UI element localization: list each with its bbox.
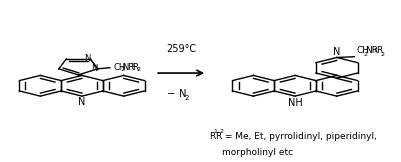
Text: CH: CH (113, 63, 126, 72)
Text: NH: NH (287, 98, 302, 108)
Text: R: R (375, 46, 381, 55)
Text: 2: 2 (380, 52, 383, 57)
Text: 1: 1 (213, 129, 217, 134)
Text: R: R (132, 63, 138, 72)
Text: 2: 2 (363, 52, 367, 57)
Text: R: R (215, 132, 221, 141)
Text: 2: 2 (137, 67, 141, 72)
Text: 1: 1 (373, 48, 377, 52)
Text: 2: 2 (184, 95, 188, 101)
Text: = Me, Et, pyrrolidinyl, piperidinyl,: = Me, Et, pyrrolidinyl, piperidinyl, (221, 132, 376, 141)
Text: 2: 2 (120, 67, 124, 72)
Text: NR: NR (122, 63, 134, 72)
Text: morpholinyl etc: morpholinyl etc (221, 148, 292, 157)
Text: N: N (84, 54, 90, 64)
Text: 2: 2 (219, 129, 223, 134)
Text: NR: NR (365, 46, 377, 55)
Text: 259°C: 259°C (166, 44, 196, 54)
Text: N: N (78, 97, 85, 107)
Text: N: N (91, 64, 98, 73)
Text: R: R (209, 132, 215, 141)
Text: −: − (167, 89, 175, 99)
Text: CH: CH (355, 46, 368, 55)
Text: N: N (175, 89, 186, 99)
Text: N: N (332, 47, 340, 57)
Text: 1: 1 (130, 63, 134, 68)
